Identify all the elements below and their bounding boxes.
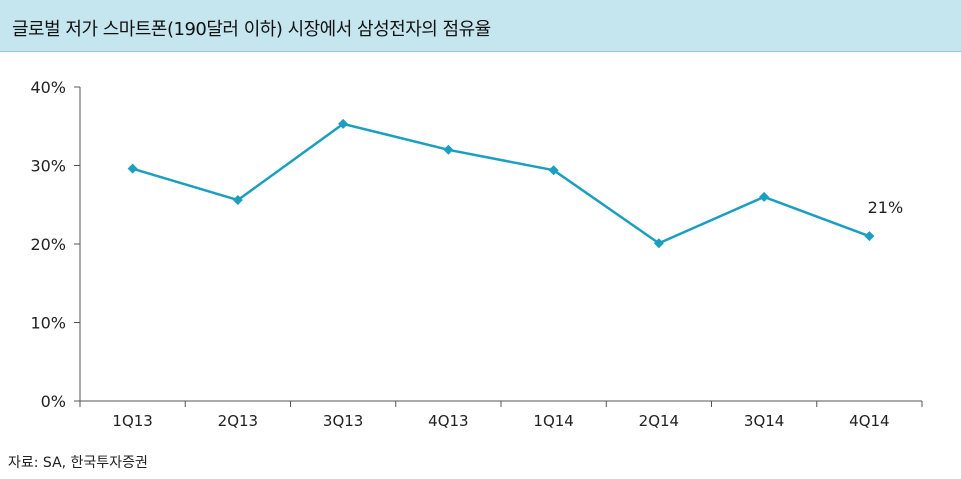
data-point-marker (548, 165, 559, 176)
title-bar: 글로벌 저가 스마트폰(190달러 이하) 시장에서 삼성전자의 점유율 (0, 0, 961, 52)
x-tick-label: 2Q13 (218, 412, 258, 430)
x-tick-label: 1Q13 (112, 412, 152, 430)
x-tick-label: 4Q13 (428, 412, 468, 430)
data-point-marker (864, 231, 875, 242)
y-tick-label: 10% (30, 314, 66, 333)
x-tick-label: 2Q14 (639, 412, 679, 430)
data-point-marker (127, 163, 138, 174)
data-point-marker (443, 144, 454, 155)
data-point-marker (232, 195, 243, 206)
x-tick-label: 3Q13 (323, 412, 363, 430)
x-tick-label: 1Q14 (533, 412, 573, 430)
chart-title: 글로벌 저가 스마트폰(190달러 이하) 시장에서 삼성전자의 점유율 (12, 19, 491, 40)
y-tick-label: 30% (30, 157, 66, 176)
data-point-marker (653, 238, 664, 249)
y-tick-label: 40% (30, 78, 66, 97)
series-line (132, 122, 870, 245)
data-point-marker (338, 118, 349, 129)
data-point-marker (759, 191, 770, 202)
y-tick-label: 20% (30, 235, 66, 254)
x-tick-label: 3Q14 (744, 412, 784, 430)
data-label: 21% (868, 198, 904, 217)
line-chart: 0% 10% 20% 30% 40% 1Q13 2Q13 3Q13 4Q13 1Q14 2Q14 3Q… (30, 78, 923, 430)
source-note: 자료: SA, 한국투자증권 (8, 455, 148, 471)
x-tick-label: 4Q14 (849, 412, 889, 430)
y-tick-label: 0% (41, 392, 66, 411)
